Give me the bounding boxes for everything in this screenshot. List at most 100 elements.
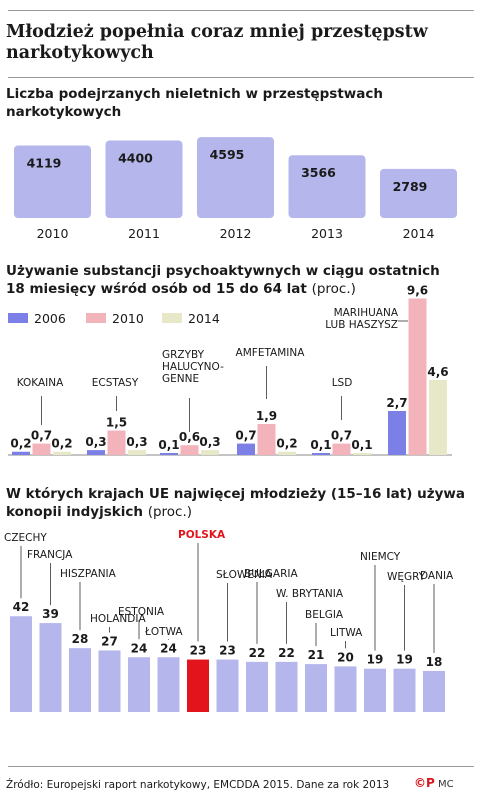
top-rule bbox=[8, 10, 474, 11]
bar-value-label: 0,3 bbox=[126, 435, 147, 449]
chart2-title: Używanie substancji psychoaktywnych w ci… bbox=[6, 262, 446, 298]
x-tick-label: 2013 bbox=[311, 226, 343, 241]
bar-słowenia bbox=[216, 659, 239, 712]
bar-2010 bbox=[107, 430, 126, 455]
legend-label: 2010 bbox=[112, 311, 144, 326]
bar-value-label: 0,2 bbox=[51, 437, 72, 451]
bar-value-label: 28 bbox=[72, 632, 89, 646]
bar-value-label: 0,1 bbox=[158, 438, 179, 452]
bar-value-label: 20 bbox=[337, 650, 354, 664]
country-label: W. BRYTANIA bbox=[276, 588, 344, 600]
bar-value-label: 4595 bbox=[210, 147, 245, 162]
bar-2014 bbox=[353, 453, 371, 455]
chart3-title: W których krajach UE najwięcej młodzieży… bbox=[6, 485, 466, 521]
bar-value-label: 1,9 bbox=[256, 409, 277, 423]
bar-2010 bbox=[14, 145, 91, 218]
bar-czechy bbox=[10, 616, 32, 712]
bar-value-label: 0,3 bbox=[85, 435, 106, 449]
country-label: SŁOWENIA bbox=[216, 569, 273, 581]
country-label: HISZPANIA bbox=[60, 568, 117, 580]
bar-value-label: 24 bbox=[131, 641, 148, 655]
bar-2006 bbox=[312, 453, 330, 455]
bar-value-label: 0,1 bbox=[310, 438, 331, 452]
bar-value-label: 0,7 bbox=[235, 429, 256, 443]
publisher-logo: ©P MC bbox=[414, 776, 454, 790]
bar-2014 bbox=[429, 380, 447, 455]
bar-value-label: 0,2 bbox=[276, 437, 297, 451]
x-tick-label: 2011 bbox=[128, 226, 160, 241]
bar-value-label: 21 bbox=[308, 648, 325, 662]
bar-2014 bbox=[278, 451, 296, 455]
chart3-unit: (proc.) bbox=[147, 504, 193, 520]
bar-2014 bbox=[53, 451, 71, 455]
bar-value-label: 2,7 bbox=[386, 396, 407, 410]
country-label: BUŁGARIA bbox=[244, 568, 299, 580]
bar-niemcy bbox=[364, 668, 386, 712]
bar-value-label: 0,7 bbox=[31, 429, 52, 443]
bar-2006 bbox=[160, 453, 178, 455]
source-note: Źródło: Europejski raport narkotykowy, E… bbox=[6, 779, 390, 791]
bar-2014 bbox=[201, 450, 219, 455]
bar-litwa bbox=[334, 666, 357, 712]
country-label: ŁOTWA bbox=[144, 626, 183, 638]
x-tick-label: 2014 bbox=[403, 226, 435, 241]
bar-2006 bbox=[12, 451, 30, 455]
bar-value-label: 4119 bbox=[27, 156, 62, 171]
category-label: AMFETAMINA bbox=[236, 347, 306, 359]
country-label: CZECHY bbox=[4, 532, 47, 544]
bar-value-label: 4400 bbox=[118, 151, 153, 166]
bar-w. brytania bbox=[275, 661, 298, 712]
bar-value-label: 24 bbox=[160, 641, 177, 655]
bar-value-label: 27 bbox=[101, 634, 118, 648]
bar-value-label: 39 bbox=[42, 607, 59, 621]
country-label: NIEMCY bbox=[360, 551, 401, 563]
bar-2013 bbox=[288, 155, 366, 218]
chart2-title-text: Używanie substancji psychoaktywnych w ci… bbox=[6, 263, 440, 297]
x-tick-label: 2012 bbox=[220, 226, 252, 241]
legend-label: 2014 bbox=[188, 311, 220, 326]
bar-value-label: 2789 bbox=[393, 179, 428, 194]
country-label: FRANCJA bbox=[27, 549, 73, 561]
bar-dania bbox=[423, 670, 445, 712]
bar-2006 bbox=[388, 410, 406, 455]
category-label: LUB HASZYSZ bbox=[325, 319, 398, 331]
chart2-unit: (proc.) bbox=[311, 281, 356, 297]
logo-mark: ©P bbox=[414, 776, 435, 790]
bar-value-label: 0,1 bbox=[351, 438, 372, 452]
category-label: MARIHUANA bbox=[334, 307, 399, 319]
bar-value-label: 23 bbox=[190, 644, 207, 658]
bar-estonia bbox=[128, 657, 150, 712]
chart1-svg: 4119 2010 4400 2011 4595 2012 3566 2013 2789 2014 bbox=[14, 137, 457, 241]
bottom-rule bbox=[8, 766, 474, 767]
bar-bułgaria bbox=[246, 661, 268, 712]
category-label: GENNE bbox=[162, 373, 199, 385]
category-label: GRZYBY bbox=[162, 349, 205, 361]
bar-francja bbox=[39, 623, 62, 712]
bar-value-label: 19 bbox=[367, 653, 384, 667]
bar-2011 bbox=[105, 140, 183, 218]
bar-2010 bbox=[32, 443, 51, 455]
bar-value-label: 4,6 bbox=[427, 365, 448, 379]
bar-value-label: 22 bbox=[278, 646, 295, 660]
bar-value-label: 0,7 bbox=[331, 429, 352, 443]
legend-label: 2006 bbox=[34, 311, 66, 326]
divider bbox=[8, 77, 474, 78]
bar-2010 bbox=[408, 298, 427, 455]
bar-2010 bbox=[180, 445, 199, 455]
chart1-title-text: Liczba podejrzanych nieletnich w przestę… bbox=[6, 86, 383, 120]
country-label: HOLANDIA bbox=[90, 613, 146, 625]
category-label: HALUCYNO- bbox=[162, 361, 224, 373]
x-tick-label: 2010 bbox=[37, 226, 69, 241]
bar-belgia bbox=[305, 664, 327, 712]
bar-łotwa bbox=[157, 657, 180, 712]
chart1-title: Liczba podejrzanych nieletnich w przestę… bbox=[6, 85, 436, 121]
category-label: ECSTASY bbox=[92, 377, 139, 389]
legend-swatch-2006 bbox=[8, 313, 28, 323]
bar-value-label: 42 bbox=[13, 600, 30, 614]
bar-2010 bbox=[332, 443, 351, 455]
country-label: WĘGRY bbox=[387, 571, 426, 583]
bar-value-label: 22 bbox=[249, 646, 266, 660]
chart3-svg: 42 CZECHY 39 FRANCJA 28 HISZPANIA 27 HOLANDIA 24… bbox=[4, 529, 454, 712]
